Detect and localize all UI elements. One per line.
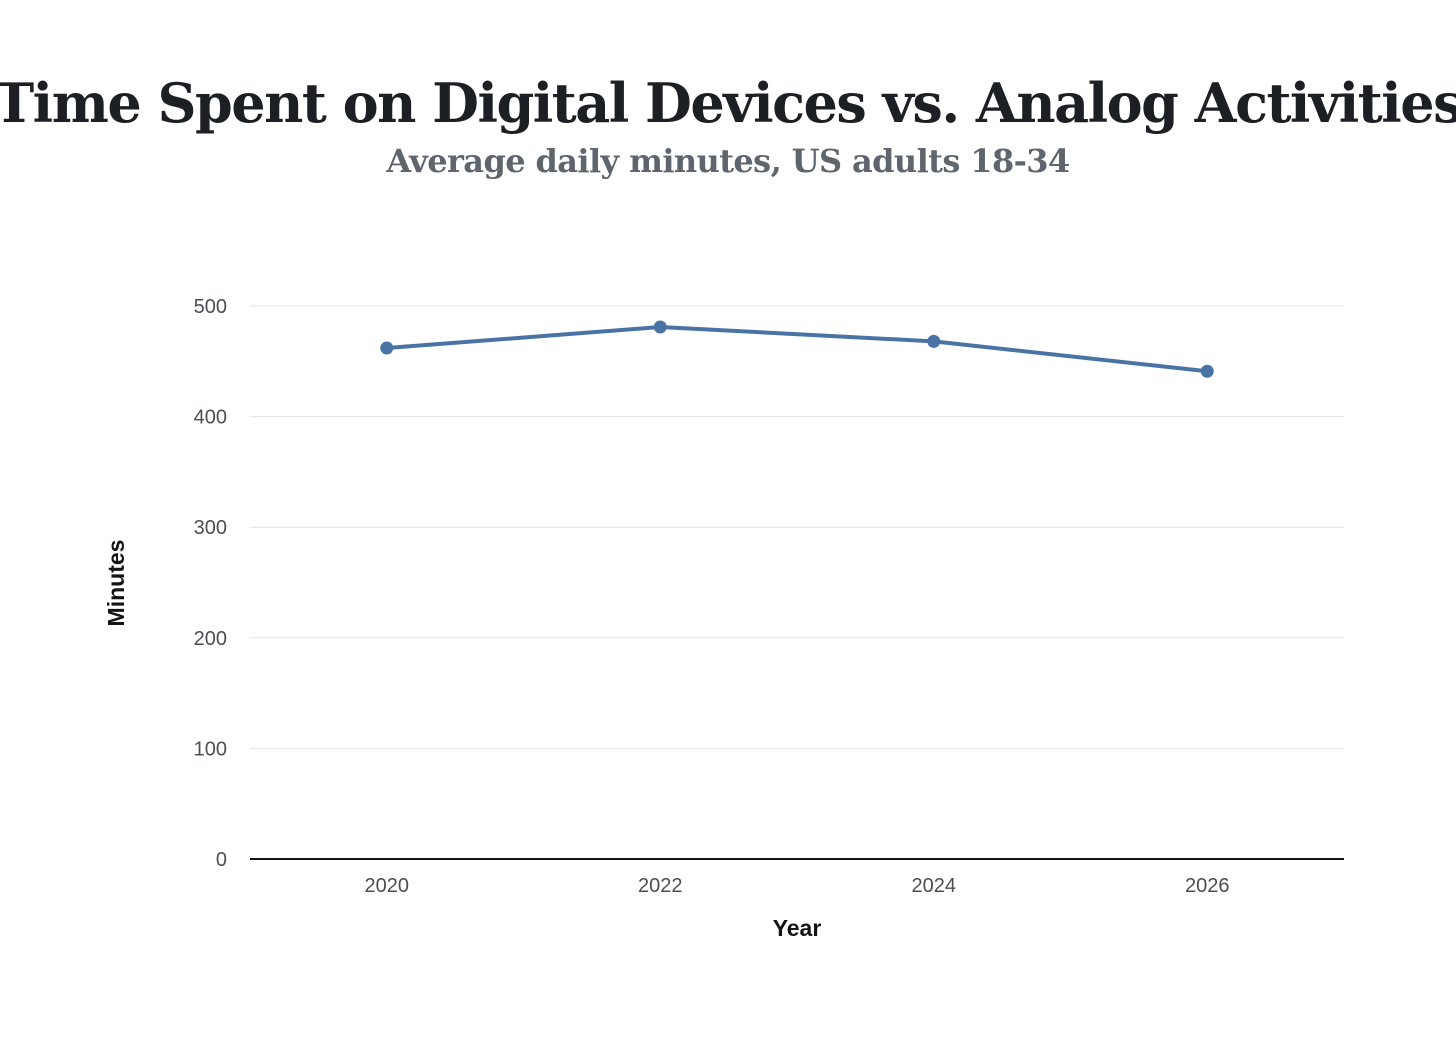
y-tick-label: 300 — [194, 517, 227, 539]
x-tick-label: 2024 — [912, 875, 957, 897]
x-axis-label: Year — [773, 915, 822, 941]
y-gridlines — [250, 305, 1344, 749]
data-point — [653, 320, 667, 334]
y-tick-label: 100 — [194, 738, 227, 760]
chart-subtitle: Average daily minutes, US adults 18-34 — [385, 142, 1069, 180]
y-axis-ticks: 0 100 200 300 400 500 — [194, 296, 227, 871]
y-axis-label: Minutes — [103, 540, 129, 627]
series-layer — [380, 320, 1214, 378]
x-axis-ticks: 2020 2022 2024 2026 — [365, 875, 1230, 897]
x-tick-label: 2020 — [365, 875, 410, 897]
data-point — [380, 341, 394, 355]
x-tick-label: 2022 — [638, 875, 683, 897]
x-tick-label: 2026 — [1185, 875, 1230, 897]
chart-title: Time Spent on Digital Devices vs. Analog… — [0, 71, 1456, 135]
data-point — [1200, 364, 1214, 378]
y-tick-label: 0 — [216, 849, 227, 871]
y-tick-label: 500 — [194, 296, 227, 318]
y-tick-label: 200 — [194, 628, 227, 650]
series-line — [384, 325, 1210, 374]
data-point — [927, 334, 941, 348]
y-tick-label: 400 — [194, 407, 227, 429]
